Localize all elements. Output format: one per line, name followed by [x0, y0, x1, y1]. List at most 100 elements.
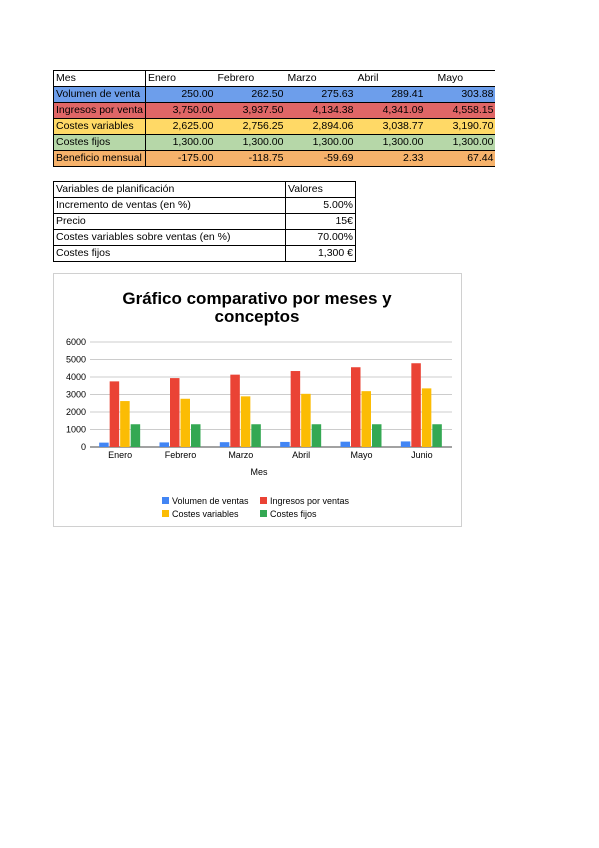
y-tick-label: 2000	[66, 407, 86, 417]
x-tick-label: Junio	[411, 450, 433, 460]
chart-title-line-1: Gráfico comparativo por meses y	[122, 289, 392, 308]
table-cell[interactable]: 4,558.15	[425, 102, 496, 119]
header-cell[interactable]: Mayo	[425, 70, 496, 87]
header-cell[interactable]: Mes	[53, 70, 146, 87]
row-label[interactable]: Ingresos por venta	[53, 102, 146, 119]
table-cell[interactable]: 5.00%	[285, 197, 356, 214]
table-cell[interactable]: -118.75	[215, 150, 286, 167]
bar-volumen-de-ventas[interactable]	[280, 441, 290, 447]
monthly-data-table: Mes Enero Febrero Marzo Abril Mayo Volum…	[53, 70, 496, 167]
table-cell[interactable]: 3,190.70	[425, 118, 496, 135]
row-label[interactable]: Volumen de venta	[53, 86, 146, 103]
table-cell[interactable]: 262.50	[215, 86, 286, 103]
table-cell[interactable]: 1,300.00	[355, 134, 426, 151]
table-cell[interactable]: 15€	[285, 213, 356, 230]
table-header-row: Variables de planificación Valores	[53, 181, 356, 198]
table-cell[interactable]: 289.41	[355, 86, 426, 103]
table-cell[interactable]: 1,300.00	[145, 134, 216, 151]
header-cell[interactable]: Variables de planificación	[53, 181, 286, 198]
row-label[interactable]: Costes fijos	[53, 245, 286, 262]
planning-variables-table: Variables de planificación Valores Incre…	[53, 181, 356, 262]
x-tick-label: Abril	[292, 450, 310, 460]
y-tick-label: 4000	[66, 372, 86, 382]
bar-costes-variables[interactable]	[240, 396, 251, 447]
legend-swatch	[260, 510, 267, 517]
header-cell[interactable]: Febrero	[215, 70, 286, 87]
table-cell[interactable]: 1,300.00	[285, 134, 356, 151]
y-tick-label: 5000	[66, 355, 86, 365]
bar-volumen-de-ventas[interactable]	[219, 442, 230, 447]
bar-costes-variables[interactable]	[361, 391, 372, 447]
bar-costes-variables[interactable]	[120, 401, 130, 447]
x-tick-label: Marzo	[228, 450, 253, 460]
legend-label[interactable]: Ingresos por ventas	[270, 496, 350, 506]
legend-label[interactable]: Costes fijos	[270, 509, 317, 519]
table-cell[interactable]: -59.69	[285, 150, 356, 167]
bar-costes-fijos[interactable]	[311, 424, 322, 447]
row-label[interactable]: Costes variables sobre ventas (en %)	[53, 229, 286, 246]
bar-ingresos-por-ventas[interactable]	[351, 367, 361, 447]
bar-costes-variables[interactable]	[180, 398, 191, 447]
table-cell[interactable]: 2.33	[355, 150, 426, 167]
bar-costes-fijos[interactable]	[130, 424, 141, 447]
table-row: Beneficio mensual -175.00 -118.75 -59.69…	[53, 150, 496, 167]
table-row: Costes fijos 1,300 €	[53, 245, 356, 262]
table-cell[interactable]: 1,300.00	[425, 134, 496, 151]
row-label[interactable]: Costes fijos	[53, 134, 146, 151]
bar-volumen-de-ventas[interactable]	[340, 441, 351, 447]
legend-swatch	[260, 497, 267, 504]
table-row: Costes variables sobre ventas (en %) 70.…	[53, 229, 356, 246]
table-cell[interactable]: 3,750.00	[145, 102, 216, 119]
bar-costes-variables[interactable]	[301, 393, 311, 447]
table-cell[interactable]: 4,134.38	[285, 102, 356, 119]
header-cell[interactable]: Abril	[355, 70, 426, 87]
y-tick-label: 1000	[66, 425, 86, 435]
table-cell[interactable]: 3,937.50	[215, 102, 286, 119]
legend-label[interactable]: Volumen de ventas	[172, 496, 249, 506]
comparison-chart[interactable]: Gráfico comparativo por meses y concepto…	[53, 273, 462, 527]
legend-label[interactable]: Costes variables	[172, 509, 239, 519]
legend-swatch	[162, 497, 169, 504]
bar-ingresos-por-ventas[interactable]	[109, 381, 120, 447]
bar-costes-variables[interactable]	[421, 388, 432, 447]
y-tick-label: 3000	[66, 390, 86, 400]
x-axis-title: Mes	[250, 467, 268, 477]
table-row: Costes fijos 1,300.00 1,300.00 1,300.00 …	[53, 134, 496, 151]
table-cell[interactable]: 303.88	[425, 86, 496, 103]
bar-ingresos-por-ventas[interactable]	[411, 363, 421, 447]
table-cell[interactable]: 275.63	[285, 86, 356, 103]
table-header-row: Mes Enero Febrero Marzo Abril Mayo	[53, 70, 496, 87]
header-cell[interactable]: Enero	[145, 70, 216, 87]
table-cell[interactable]: 1,300 €	[285, 245, 356, 262]
bar-ingresos-por-ventas[interactable]	[230, 374, 240, 447]
row-label[interactable]: Beneficio mensual	[53, 150, 146, 167]
bar-volumen-de-ventas[interactable]	[400, 441, 411, 447]
table-cell[interactable]: 4,341.09	[355, 102, 426, 119]
table-cell[interactable]: 2,625.00	[145, 118, 216, 135]
header-cell[interactable]: Marzo	[285, 70, 356, 87]
table-cell[interactable]: 70.00%	[285, 229, 356, 246]
table-cell[interactable]: -175.00	[145, 150, 216, 167]
table-cell[interactable]: 67.44	[425, 150, 496, 167]
bar-ingresos-por-ventas[interactable]	[170, 378, 180, 447]
bar-costes-fijos[interactable]	[191, 424, 201, 447]
y-tick-label: 0	[81, 442, 86, 452]
bar-ingresos-por-ventas[interactable]	[290, 371, 301, 447]
bar-volumen-de-ventas[interactable]	[159, 442, 170, 447]
chart-title-line-2: conceptos	[214, 307, 299, 326]
bar-costes-fijos[interactable]	[432, 424, 442, 447]
table-cell[interactable]: 250.00	[145, 86, 216, 103]
table-cell[interactable]: 3,038.77	[355, 118, 426, 135]
chart-canvas: Gráfico comparativo por meses y concepto…	[66, 289, 452, 519]
x-tick-label: Febrero	[165, 450, 197, 460]
row-label[interactable]: Precio	[53, 213, 286, 230]
bar-costes-fijos[interactable]	[372, 424, 382, 447]
bar-volumen-de-ventas[interactable]	[99, 442, 109, 447]
table-cell[interactable]: 2,756.25	[215, 118, 286, 135]
bar-costes-fijos[interactable]	[251, 424, 261, 447]
row-label[interactable]: Costes variables	[53, 118, 146, 135]
row-label[interactable]: Incremento de ventas (en %)	[53, 197, 286, 214]
table-cell[interactable]: 2,894.06	[285, 118, 356, 135]
header-cell[interactable]: Valores	[285, 181, 356, 198]
table-cell[interactable]: 1,300.00	[215, 134, 286, 151]
